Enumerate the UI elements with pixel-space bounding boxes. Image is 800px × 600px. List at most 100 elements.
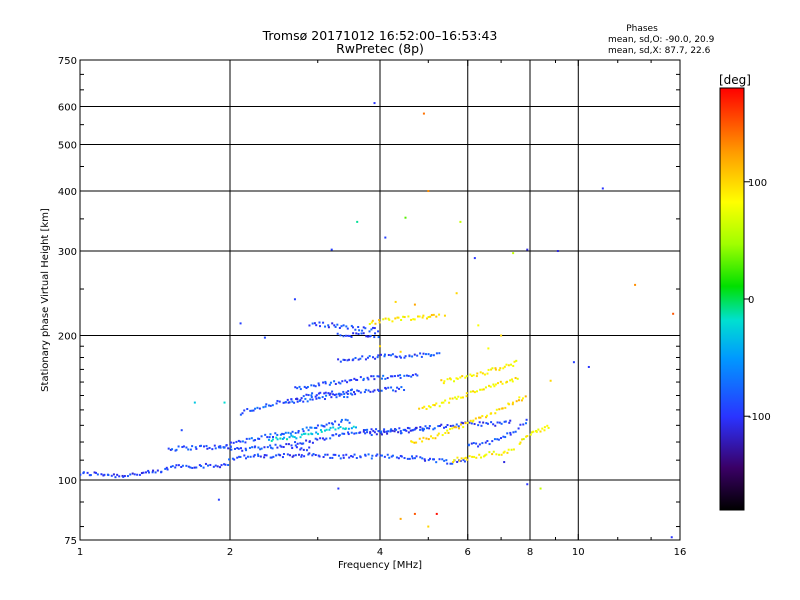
data-point [511,401,514,404]
data-point [193,466,196,469]
data-point [361,329,364,332]
data-point [191,466,194,469]
data-point [270,446,273,449]
data-point [489,385,492,388]
data-point [239,413,242,416]
data-point [396,386,399,389]
data-point [327,324,330,327]
data-point [398,355,401,358]
data-point [302,395,305,398]
colorbar-tick-label: -100 [748,412,771,423]
data-point [520,399,523,402]
data-point [467,443,470,446]
data-point [343,432,346,435]
data-point [301,442,304,445]
data-point [300,455,303,458]
data-point [377,430,380,433]
data-point [519,441,522,444]
data-point [438,405,441,408]
data-point [473,391,476,394]
data-point [293,298,296,301]
data-point [288,401,291,404]
data-point [413,353,416,356]
data-point [387,354,390,357]
data-point [252,455,255,458]
data-point [365,335,368,338]
data-point [384,317,387,320]
data-point [351,455,354,458]
data-point [138,473,141,476]
data-point [438,458,441,461]
data-point [428,457,431,460]
data-point [220,464,223,467]
data-point [399,454,402,457]
data-point [324,325,327,328]
data-point [413,318,416,321]
data-point [373,327,376,330]
data-point [285,443,288,446]
data-point [383,455,386,458]
data-point [362,326,365,329]
data-point [449,378,452,381]
data-point [526,435,529,438]
data-point [200,444,203,447]
data-point [459,376,462,379]
data-point [494,367,497,370]
data-point [310,396,313,399]
data-point [445,425,448,428]
data-point [345,391,348,394]
data-point [421,316,424,319]
data-point [506,451,509,454]
data-point [443,380,446,383]
data-point [431,437,434,440]
data-point [503,420,506,423]
data-point [442,382,445,385]
data-point [432,403,435,406]
data-point [388,456,391,459]
data-point [413,303,416,306]
data-point [241,449,244,452]
data-point [377,336,380,339]
data-point [336,332,339,335]
data-point [478,453,481,456]
data-point [194,446,197,449]
data-point [340,418,343,421]
data-point [80,473,82,476]
data-point [435,315,438,318]
data-point [343,392,346,395]
data-point [305,393,308,396]
data-point [82,471,85,474]
data-point [482,455,485,458]
data-point [397,374,400,377]
data-point [432,313,435,316]
data-point [302,448,305,451]
data-point [211,448,214,451]
data-point [522,423,525,426]
data-point [340,393,343,396]
data-point [300,433,303,436]
data-point [470,422,473,425]
data-point [264,405,267,408]
data-point [339,382,342,385]
data-point [331,322,334,325]
data-point [479,388,482,391]
data-point [136,473,139,476]
data-point [437,425,440,428]
legend-line-x: mean, sd,X: 87.7, 22.6 [608,46,711,56]
data-point [496,421,499,424]
data-point [380,389,383,392]
data-point [495,408,498,411]
data-point [372,390,375,393]
data-point [307,394,310,397]
data-point [279,454,282,457]
data-point [415,441,418,444]
data-point [294,386,297,389]
data-point [346,393,349,395]
data-point [129,473,132,476]
data-point [444,431,447,434]
data-point [236,456,239,459]
data-point [455,292,458,295]
data-point [348,421,351,424]
data-point [358,329,361,332]
data-point [328,428,331,431]
